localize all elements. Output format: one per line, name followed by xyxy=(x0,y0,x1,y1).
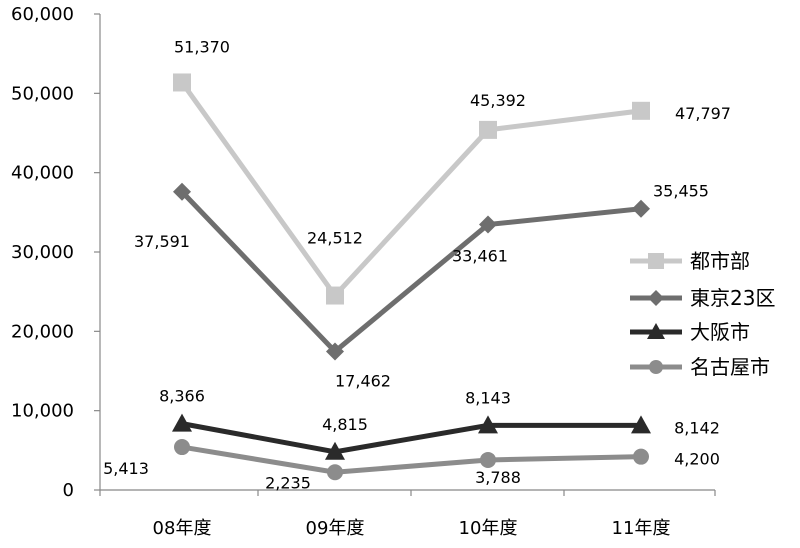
data-label: 8,143 xyxy=(465,388,511,407)
diamond-marker xyxy=(173,182,191,201)
circle-marker xyxy=(174,439,190,456)
data-label: 51,370 xyxy=(174,37,230,56)
series-line xyxy=(181,421,642,455)
x-tick-label: 10年度 xyxy=(459,518,518,539)
circle-marker xyxy=(649,360,663,374)
data-label: 3,788 xyxy=(475,468,521,487)
legend-item: 大阪市 xyxy=(630,320,750,344)
data-label: 2,235 xyxy=(265,473,311,492)
y-tick-label: 50,000 xyxy=(11,83,74,104)
data-label: 47,797 xyxy=(675,104,731,123)
series-line xyxy=(181,444,642,475)
diamond-marker xyxy=(632,199,650,218)
data-label: 17,462 xyxy=(335,371,391,390)
legend-item: 東京23区 xyxy=(630,286,775,310)
legend-label: 都市部 xyxy=(690,249,750,273)
series-lines xyxy=(172,73,651,481)
diamond-marker xyxy=(479,215,497,234)
data-label: 45,392 xyxy=(470,91,526,110)
circle-marker xyxy=(327,464,343,481)
axes: 0 10,000 20,000 30,000 40,000 50,000 60,000 08年… xyxy=(11,4,716,539)
data-label: 24,512 xyxy=(307,229,363,248)
square-marker xyxy=(632,101,650,120)
legend-label: 東京23区 xyxy=(690,286,775,310)
data-label: 8,142 xyxy=(674,418,720,437)
triangle-marker xyxy=(631,415,651,434)
series-1 xyxy=(173,182,650,361)
triangle-marker xyxy=(478,415,498,434)
triangle-marker xyxy=(325,441,345,460)
diamond-marker xyxy=(648,290,664,306)
square-marker xyxy=(326,286,344,305)
y-tick-label: 20,000 xyxy=(11,321,74,342)
circle-marker xyxy=(633,448,649,465)
diamond-marker xyxy=(326,342,344,361)
series-0 xyxy=(173,73,650,305)
data-label: 35,455 xyxy=(653,182,709,201)
x-tick-label: 08年度 xyxy=(153,518,212,539)
x-tick-label: 09年度 xyxy=(306,518,365,539)
data-label: 33,461 xyxy=(452,247,508,266)
data-label: 37,591 xyxy=(134,232,190,251)
triangle-marker xyxy=(647,323,665,339)
circle-marker xyxy=(480,451,496,468)
data-label: 8,366 xyxy=(159,387,205,406)
series-3 xyxy=(174,439,649,481)
data-labels: 51,370 24,512 45,392 47,797 37,591 17,462 33,4… xyxy=(103,37,731,492)
series-line xyxy=(179,81,642,300)
series-2 xyxy=(172,413,651,460)
data-label: 5,413 xyxy=(103,459,149,478)
square-marker xyxy=(648,253,664,269)
y-tick-label: 0 xyxy=(63,480,74,501)
x-tick-label: 11年度 xyxy=(612,518,671,539)
legend-item: 名古屋市 xyxy=(630,355,770,379)
data-label: 4,200 xyxy=(674,450,720,469)
triangle-marker xyxy=(172,413,192,432)
legend-label: 大阪市 xyxy=(690,320,750,344)
legend-label: 名古屋市 xyxy=(690,355,770,379)
y-tick-label: 30,000 xyxy=(11,242,74,263)
data-label: 4,815 xyxy=(322,415,368,434)
series-line xyxy=(180,190,642,355)
y-tick-label: 40,000 xyxy=(11,163,74,184)
legend-item: 都市部 xyxy=(630,249,750,273)
y-tick-label: 60,000 xyxy=(11,4,74,25)
square-marker xyxy=(173,73,191,92)
y-tick-label: 10,000 xyxy=(11,401,74,422)
square-marker xyxy=(479,120,497,139)
